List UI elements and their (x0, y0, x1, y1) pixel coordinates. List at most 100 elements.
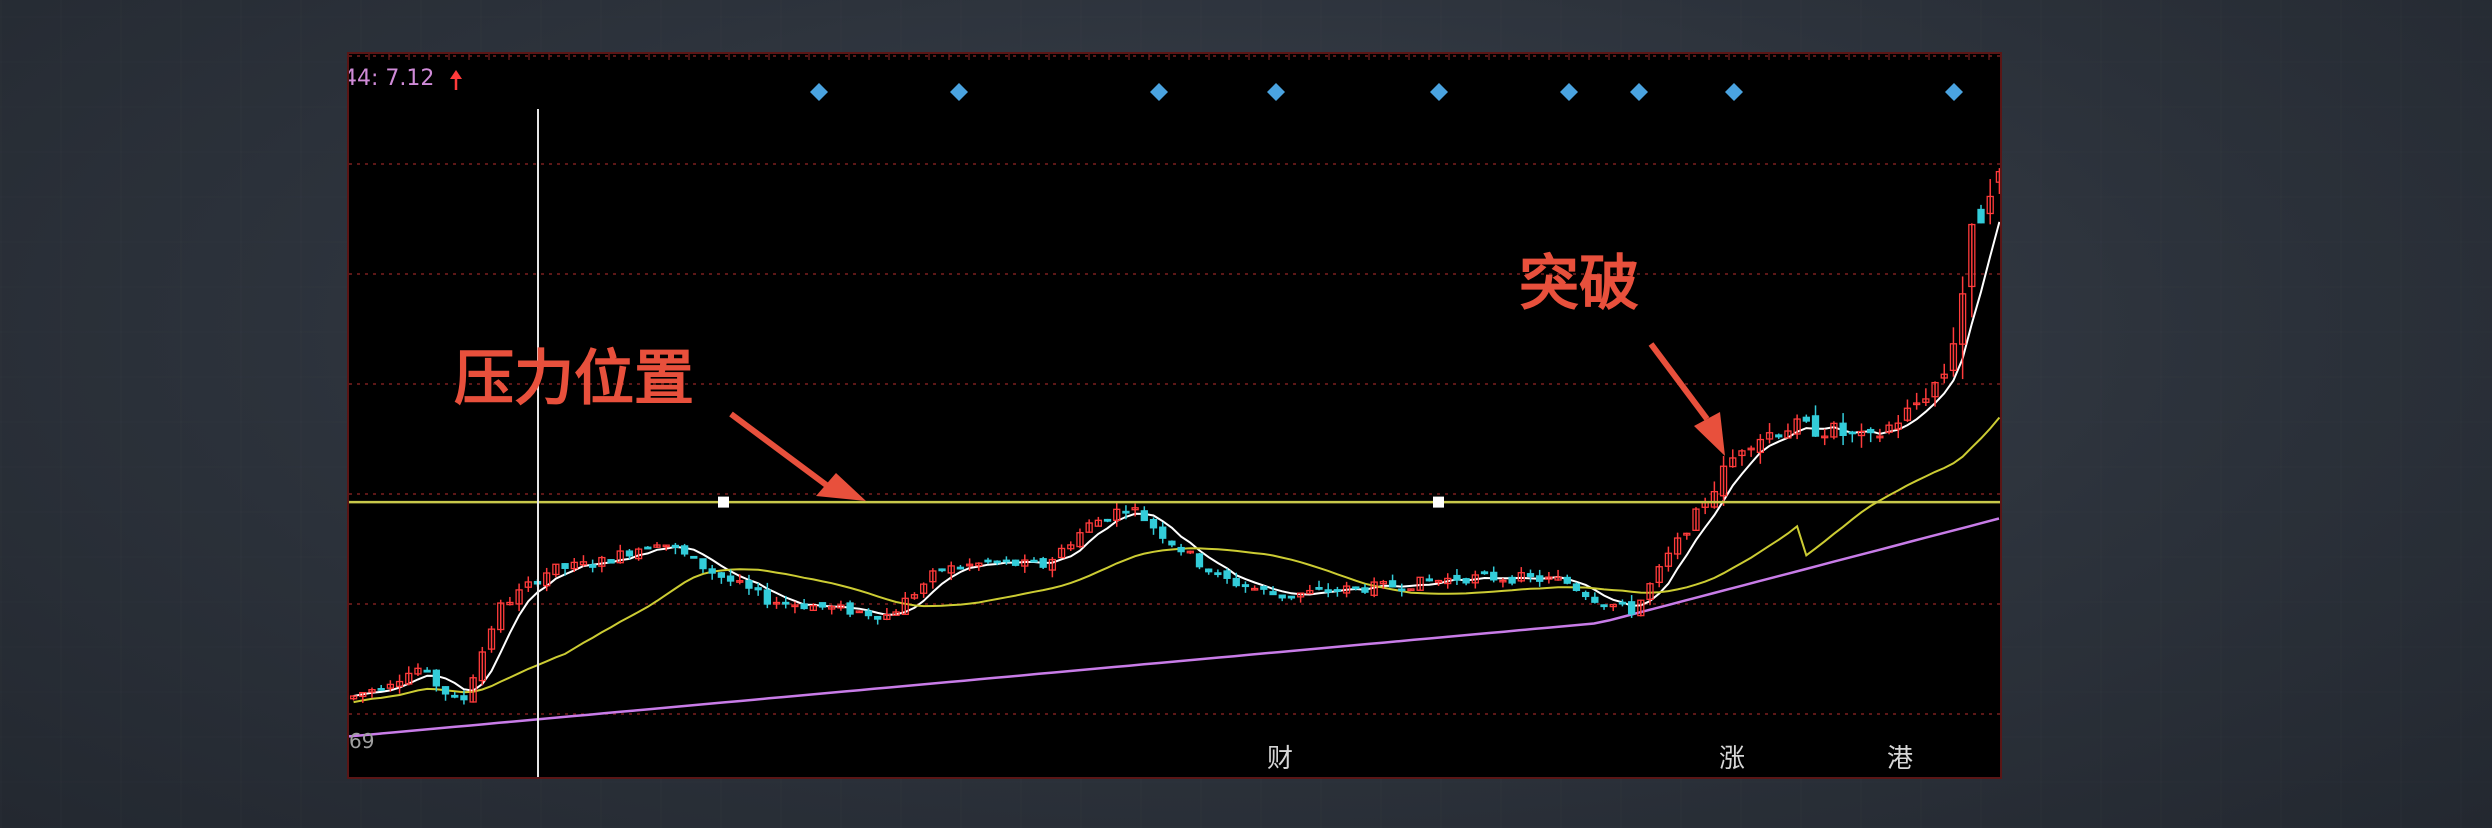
candle-down (1168, 540, 1176, 546)
signal-markers (810, 83, 1963, 101)
candle-up (1968, 223, 1976, 288)
candle-up (1692, 508, 1700, 531)
candle-up (855, 610, 863, 614)
breakout-label: 突破 (1519, 249, 1639, 319)
candle-down (1398, 588, 1406, 592)
candle-down (451, 694, 459, 698)
candle-up (1499, 579, 1507, 583)
candle-up (1931, 381, 1939, 398)
candle-down (1618, 601, 1627, 605)
resistance-handle-left[interactable] (718, 496, 729, 508)
candle-down (460, 695, 468, 701)
candle-up (837, 604, 845, 609)
candle-up (1251, 587, 1259, 591)
resistance-label: 压力位置 (454, 344, 694, 414)
candle-up (1057, 547, 1066, 559)
candle-down (607, 559, 615, 564)
candle-up (515, 589, 523, 605)
bottom-marker-zhang: 涨 (1719, 744, 1745, 774)
candle-up (552, 563, 560, 576)
signal-marker (1267, 83, 1285, 101)
candle-up (1296, 592, 1305, 598)
candle-up (414, 667, 422, 675)
candle-down (1214, 572, 1222, 576)
bottom-marker-gang: 港 (1887, 744, 1913, 774)
signal-marker (810, 83, 828, 101)
candle-down (1315, 586, 1323, 590)
candle-down (745, 580, 753, 589)
candle-down (1361, 587, 1369, 593)
candle-up (487, 628, 496, 650)
candle-up (1407, 588, 1415, 592)
candle-up (1370, 581, 1378, 596)
candle-down (1122, 510, 1130, 514)
candle-up (1673, 537, 1682, 555)
candle-down (846, 602, 854, 615)
candle-down (441, 686, 450, 695)
ma-short-line (353, 221, 2000, 697)
candle-up (359, 691, 367, 698)
candle-up (579, 561, 588, 566)
candle-down (818, 602, 827, 608)
candle-up (1949, 343, 1958, 372)
candle-down (708, 568, 716, 574)
candle-down (1508, 576, 1516, 584)
candle-up (809, 605, 817, 612)
grid-lines (349, 54, 2000, 715)
candle-up (1094, 519, 1102, 527)
candle-up (1655, 566, 1663, 584)
left-axis-label: 69 (349, 729, 374, 753)
candle-up (1517, 572, 1525, 582)
candle-up (1784, 430, 1792, 439)
candle-down (874, 615, 882, 620)
candle-up (1545, 576, 1553, 580)
candle-up (386, 683, 395, 689)
resistance-handle-right[interactable] (1433, 496, 1444, 508)
candle-up (1021, 559, 1029, 567)
candle-up (1554, 576, 1562, 581)
candle-up (772, 601, 781, 605)
candle-down (864, 610, 873, 617)
candle-up (469, 677, 477, 703)
candle-up (1710, 490, 1719, 508)
candle-up (1747, 447, 1755, 451)
candle-up (1940, 373, 1948, 379)
candle-down (754, 587, 762, 591)
candle-up (1903, 407, 1912, 421)
candle-up (975, 562, 983, 567)
candle-up (1995, 170, 2000, 183)
candle-down (1324, 589, 1332, 593)
candle-up (1434, 579, 1443, 583)
candle-up (570, 561, 578, 570)
candle-up (1894, 422, 1902, 430)
candle-down (625, 550, 634, 557)
candle-up (1857, 430, 1866, 437)
candle-up (1067, 544, 1075, 550)
candle-down (993, 560, 1001, 564)
candle-down (690, 555, 698, 559)
candle-down (680, 545, 689, 555)
candle-down (1839, 422, 1847, 437)
candle-up (736, 580, 744, 583)
candle-down (377, 688, 385, 691)
candle-down (1269, 591, 1277, 596)
candle-up (1922, 398, 1930, 403)
candle-down (644, 546, 652, 550)
candle-down (984, 559, 992, 563)
candle-up (634, 548, 643, 560)
breakout-annotation: 突破 (1519, 249, 1725, 456)
candle-up (662, 544, 670, 548)
candle-down (717, 572, 726, 578)
candle-up (1306, 589, 1314, 595)
candle-down (1591, 596, 1599, 603)
candle-down (1195, 553, 1204, 568)
candle-up (1830, 422, 1838, 438)
candle-up (1986, 195, 1994, 215)
moving-averages (349, 221, 2000, 738)
candle-up (920, 583, 928, 594)
candle-up (910, 594, 919, 599)
candle-up (1913, 402, 1921, 406)
candle-down (1811, 415, 1820, 437)
candle-up (929, 570, 937, 583)
candle-up (395, 680, 404, 688)
